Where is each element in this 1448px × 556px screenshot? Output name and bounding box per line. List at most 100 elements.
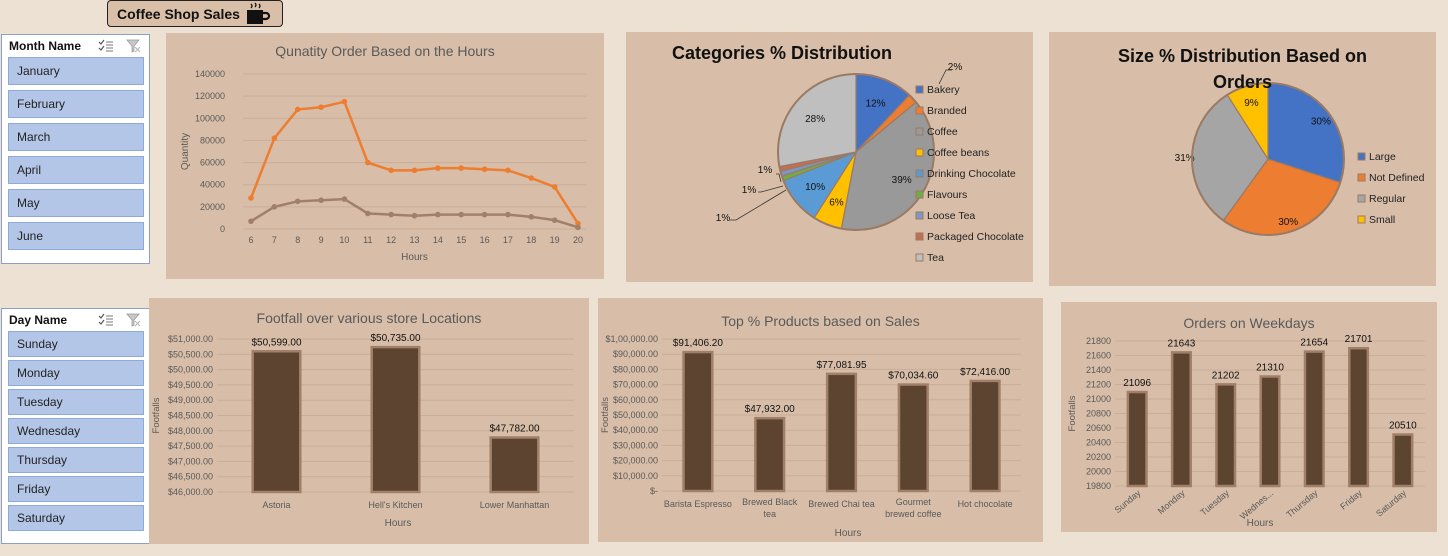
data-label: 10% [805, 182, 825, 193]
data-point [458, 165, 465, 171]
day-item-saturday[interactable]: Saturday [8, 505, 144, 531]
legend-label: Large [1369, 151, 1396, 163]
x-tick-label: Friday [1338, 488, 1364, 512]
data-point [458, 211, 465, 218]
data-point [575, 220, 581, 227]
data-label: $50,599.00 [251, 337, 301, 348]
bar-tuesday [1215, 383, 1237, 488]
data-point [364, 159, 371, 166]
legend-swatch [915, 253, 924, 262]
clear-filter-icon[interactable] [126, 313, 142, 327]
data-label: $47,932.00 [745, 404, 795, 415]
coffee-cup-icon [246, 2, 270, 24]
month-item-june[interactable]: June [8, 222, 144, 250]
month-item-march[interactable]: March [8, 123, 144, 151]
day-item-monday[interactable]: Monday [8, 360, 144, 386]
y-tick-label: 21800 [1086, 336, 1111, 346]
x-tick-label: Tuesday [1198, 488, 1231, 518]
bar-sunday [1126, 390, 1148, 488]
x-tick-label: 13 [409, 235, 419, 245]
data-label: 30% [1278, 217, 1298, 228]
legend-swatch [1357, 215, 1366, 224]
day-slicer-title: Day Name [9, 313, 68, 327]
data-point [388, 167, 394, 174]
legend-label: Coffee beans [927, 147, 989, 159]
legend-swatch [915, 190, 924, 199]
y-tick-label: $90,000.00 [613, 349, 658, 359]
y-tick-label: $50,000.00 [613, 410, 658, 420]
data-label: 21643 [1168, 338, 1196, 349]
products-chart-panel[interactable]: Top % Products based on Sales $- $10,000.… [598, 298, 1043, 542]
month-item-february[interactable]: February [8, 90, 144, 118]
legend-swatch [915, 106, 924, 115]
bar-barista-espresso [682, 350, 714, 493]
month-slicer-title: Month Name [9, 39, 81, 53]
x-tick-label: Saturday [1374, 488, 1408, 519]
x-axis-label: Hours [385, 518, 412, 529]
sizes-chart-panel[interactable]: Size % Distribution Based on Orders 30% 3… [1049, 32, 1436, 286]
month-item-january[interactable]: January [8, 57, 144, 85]
y-axis-label: Footfalls [600, 397, 611, 433]
data-label: $47,782.00 [489, 423, 539, 434]
hours-chart-panel[interactable]: Qunatity Order Based on the Hours 0 20000… [166, 33, 604, 279]
x-tick-label: Lower Manhattan [480, 500, 550, 510]
leader-line [776, 173, 782, 183]
y-tick-label: 20600 [1086, 423, 1111, 433]
x-tick-label: tea [763, 509, 776, 519]
legend-swatch [1357, 152, 1366, 161]
month-item-may[interactable]: May [8, 189, 144, 217]
x-tick-label: Wednes... [1238, 488, 1275, 522]
multi-select-icon[interactable] [98, 313, 114, 327]
x-tick-label: 12 [386, 235, 396, 245]
y-tick-label: 20400 [1086, 438, 1111, 448]
leader-line [730, 189, 787, 221]
legend-swatch [915, 169, 924, 178]
day-item-wednesday[interactable]: Wednesday [8, 418, 144, 444]
x-tick-label: Brewed Black [742, 497, 798, 507]
weekdays-chart-title: Orders on Weekdays [1183, 315, 1315, 331]
multi-select-icon[interactable] [98, 39, 114, 53]
y-tick-label: $49,000.00 [168, 395, 213, 405]
day-item-friday[interactable]: Friday [8, 476, 144, 502]
bar-astoria [251, 350, 302, 494]
weekdays-chart-panel[interactable]: Orders on Weekdays 19800 20000 20200 20400 2… [1061, 302, 1437, 532]
day-item-tuesday[interactable]: Tuesday [8, 389, 144, 415]
locations-chart-panel[interactable]: Footfall over various store Locations $4… [149, 298, 589, 544]
legend-swatch [1357, 194, 1366, 203]
hours-chart-title: Qunatity Order Based on the Hours [275, 43, 495, 59]
bar-brewed-black-tea [754, 416, 786, 493]
x-tick-label: 17 [503, 235, 513, 245]
data-point [435, 165, 441, 171]
x-tick-label: 11 [363, 235, 372, 245]
x-tick-label: Monday [1156, 488, 1187, 517]
data-point [341, 98, 348, 105]
legend-label: Loose Tea [927, 210, 975, 222]
categories-chart-panel[interactable]: Categories % Distribution 12% 2% 39% 6% 10% 1… [626, 32, 1033, 282]
day-slicer: Day Name Sunday Monday Tuesday Wednesday Thu… [1, 308, 150, 544]
data-point [388, 211, 394, 218]
y-tick-label: $50,000.00 [168, 365, 213, 375]
data-point [551, 184, 558, 190]
data-label: 2% [948, 62, 963, 73]
y-tick-label: $60,000.00 [613, 395, 658, 405]
y-tick-label: 21600 [1086, 351, 1111, 361]
day-slicer-items: Sunday Monday Tuesday Wednesday Thursday Frid… [2, 331, 149, 531]
clear-filter-icon[interactable] [126, 39, 142, 53]
day-item-sunday[interactable]: Sunday [8, 331, 144, 357]
locations-chart-title: Footfall over various store Locations [256, 310, 482, 326]
legend-label: Packaged Chocolate [927, 231, 1024, 243]
sizes-chart-title: Size % Distribution Based on Orders [1117, 46, 1368, 92]
x-tick-label: 9 [319, 235, 324, 245]
products-chart-title: Top % Products based on Sales [721, 313, 920, 329]
bar-friday [1348, 346, 1370, 488]
dashboard-title: Coffee Shop Sales [107, 0, 283, 27]
data-label: 30% [1311, 117, 1331, 128]
data-label: 21096 [1123, 378, 1151, 389]
day-item-thursday[interactable]: Thursday [8, 447, 144, 473]
data-point [294, 106, 301, 113]
month-item-april[interactable]: April [8, 156, 144, 184]
data-point [505, 167, 511, 174]
y-tick-label: $47,000.00 [168, 456, 213, 466]
y-tick-label: 21200 [1086, 380, 1111, 390]
legend-label: Drinking Chocolate [927, 168, 1016, 180]
